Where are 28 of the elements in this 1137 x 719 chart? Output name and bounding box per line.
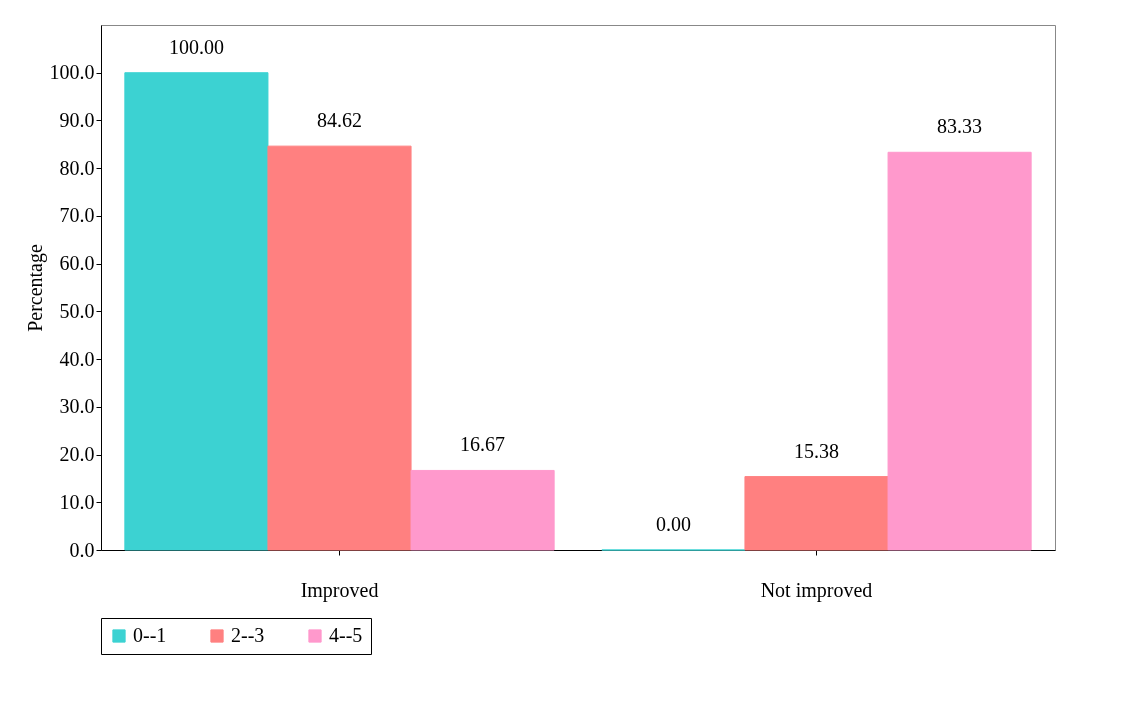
y-tick-label: 70.0 bbox=[59, 204, 95, 227]
x-tick-label: Not improved bbox=[760, 578, 873, 602]
y-tick-label: 90.0 bbox=[59, 108, 95, 131]
x-tick-label: Improved bbox=[300, 578, 379, 602]
data-label: 100.00 bbox=[168, 35, 224, 58]
legend-label: 0--1 bbox=[133, 624, 167, 646]
data-label: 15.38 bbox=[794, 439, 839, 462]
y-tick-label: 10.0 bbox=[59, 490, 95, 513]
data-label: 0.00 bbox=[655, 513, 691, 535]
bar bbox=[744, 476, 889, 551]
bar bbox=[410, 469, 555, 551]
y-tick-label: 40.0 bbox=[59, 347, 95, 370]
data-label: 16.67 bbox=[460, 433, 506, 456]
y-tick-label: 60.0 bbox=[59, 252, 95, 275]
y-tick-label: 50.0 bbox=[59, 299, 95, 322]
y-tick-label: 100.0 bbox=[49, 61, 95, 84]
y-tick-label: 20.0 bbox=[59, 443, 95, 466]
y-tick-label: 0.0 bbox=[69, 538, 95, 561]
data-label: 84.62 bbox=[317, 109, 362, 132]
bar bbox=[124, 72, 269, 551]
y-tick-label: 80.0 bbox=[59, 156, 95, 179]
legend-label: 2--3 bbox=[231, 624, 265, 646]
bar bbox=[267, 145, 412, 551]
legend-label: 4--5 bbox=[329, 624, 363, 646]
y-tick-label: 30.0 bbox=[59, 395, 95, 418]
data-label: 83.33 bbox=[937, 115, 983, 138]
y-axis-title: Percentage bbox=[23, 244, 47, 332]
bar bbox=[887, 151, 1032, 551]
